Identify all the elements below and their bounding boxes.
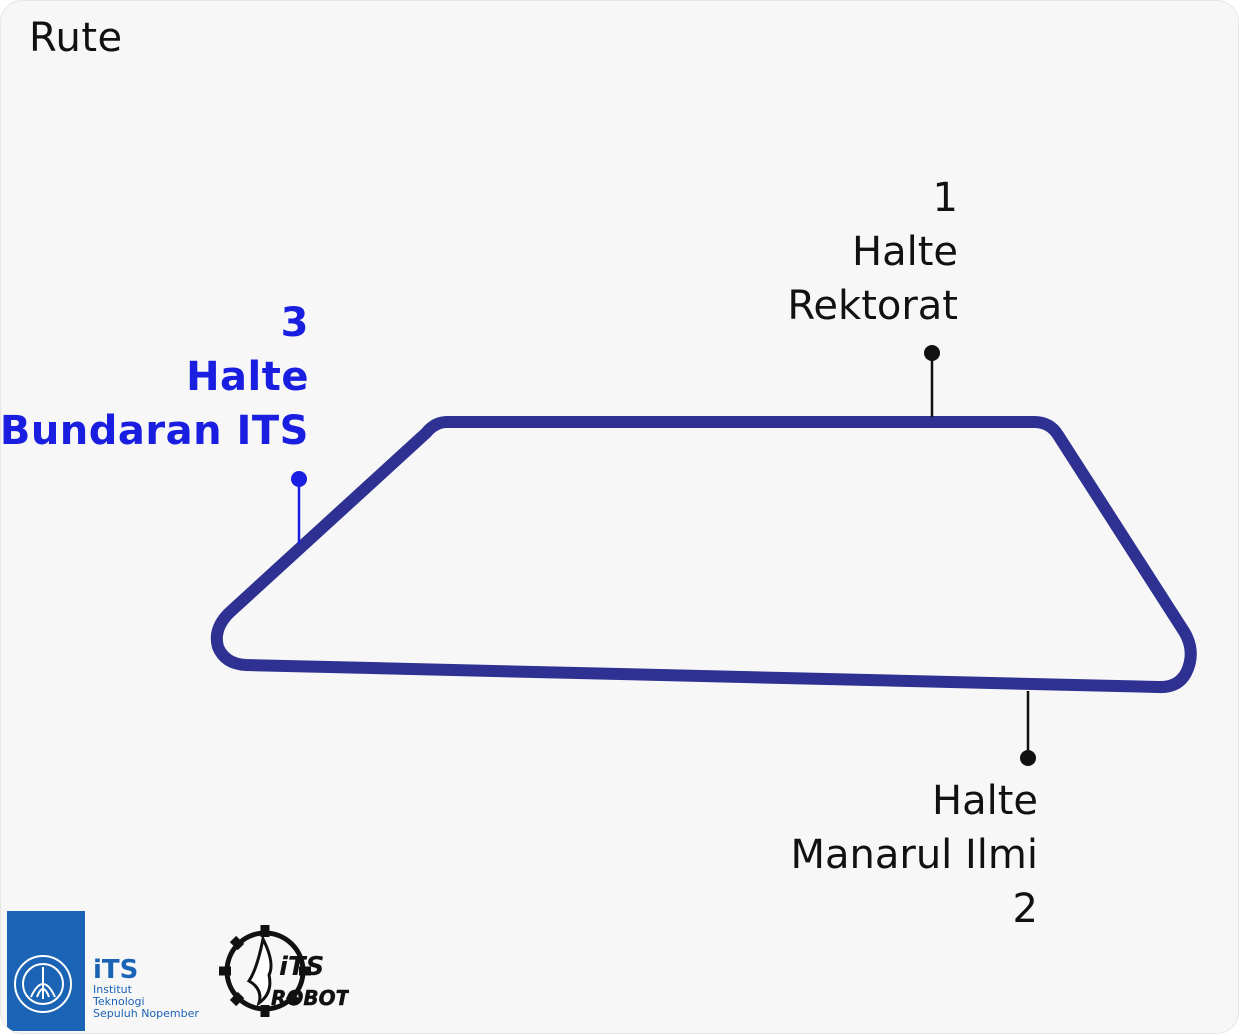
stop-2-name-line1: Halte — [932, 778, 1038, 824]
its-logo: iTS Institut Teknologi Sepuluh Nopember — [7, 911, 199, 1031]
its-logo-name: iTS — [93, 955, 138, 985]
stop-2-label[interactable]: Halte Manarul Ilmi 2 — [791, 774, 1039, 936]
page-title: Rute — [29, 15, 123, 61]
stop-1-name-line2: Rektorat — [787, 283, 958, 329]
its-logo-line1: Institut — [93, 983, 133, 996]
stop-3-name-line2: Bundaran ITS — [0, 408, 309, 454]
flame-icon — [246, 934, 273, 1007]
gear-icon — [219, 925, 311, 1017]
stop-2-marker[interactable] — [1020, 750, 1036, 766]
its-emblem-icon — [14, 955, 72, 1013]
stop-3-label[interactable]: 3 Halte Bundaran ITS — [0, 296, 309, 458]
robotics-logo-subtitle: ROBOTICS — [271, 986, 349, 1010]
stop-3-name-line1: Halte — [186, 354, 309, 400]
route-path — [210, 416, 1197, 694]
stop-3-marker[interactable] — [291, 471, 307, 487]
stop-1-label[interactable]: 1 Halte Rektorat — [787, 171, 958, 333]
stop-3-number: 3 — [280, 300, 309, 346]
stop-2-number: 2 — [1012, 886, 1038, 932]
stop-2-name-line2: Manarul Ilmi — [790, 832, 1039, 878]
its-logo-line3: Sepuluh Nopember — [93, 1007, 199, 1020]
stop-1-name-line1: Halte — [852, 229, 958, 275]
its-logo-line2: Teknologi — [92, 995, 145, 1008]
robotics-logo-name: iTS — [279, 952, 324, 982]
stop-1-marker[interactable] — [924, 345, 940, 361]
its-robotics-logo: iTS ROBOTICS — [219, 925, 349, 1017]
stop-1-number: 1 — [932, 175, 958, 221]
